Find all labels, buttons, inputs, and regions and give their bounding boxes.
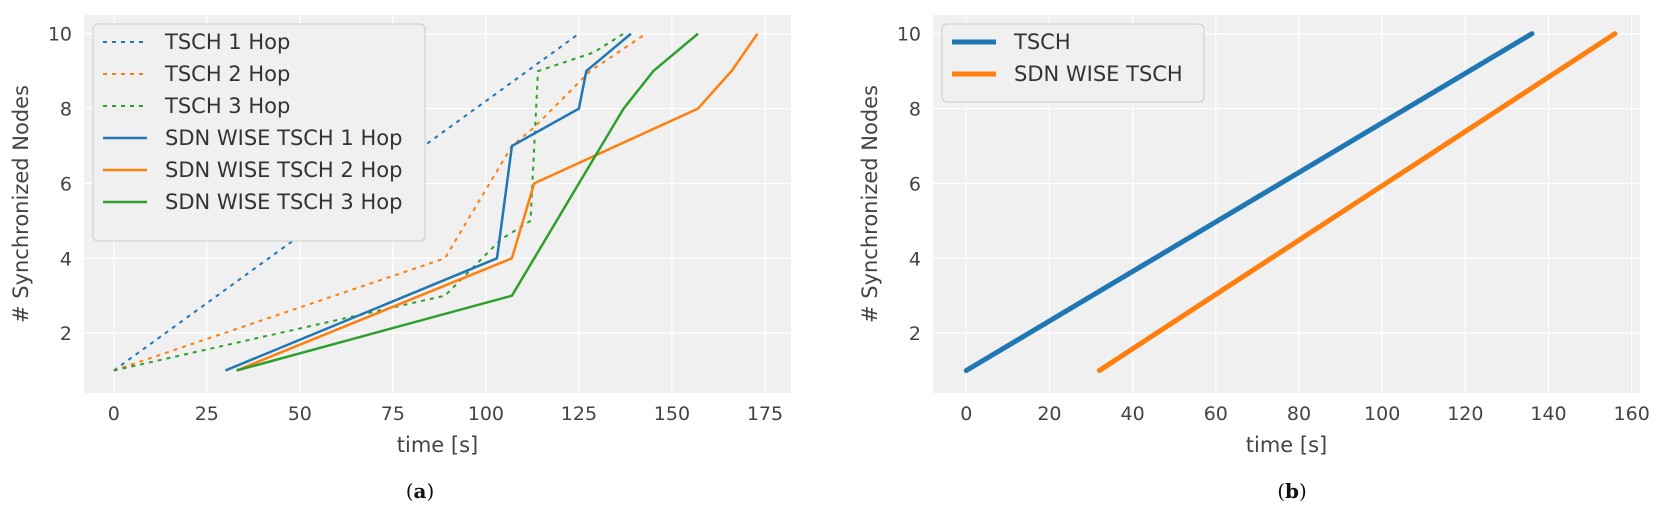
series-line-6 bbox=[236, 32, 699, 372]
legend-label: TSCH 1 Hop bbox=[164, 30, 290, 54]
x-tick-label: 0 bbox=[960, 403, 972, 425]
x-axis-label-b: time [s] bbox=[1246, 433, 1327, 457]
legend-label: SDN WISE TSCH 2 Hop bbox=[165, 158, 402, 182]
x-tick-label: 80 bbox=[1287, 403, 1311, 425]
legend-box-b bbox=[941, 23, 1205, 103]
caption-b-open: ( bbox=[1277, 479, 1285, 503]
legend-label: TSCH 3 Hop bbox=[164, 94, 290, 118]
y-tick-label: 2 bbox=[909, 323, 921, 345]
y-tick-label: 2 bbox=[60, 323, 72, 345]
series-line-5 bbox=[236, 32, 759, 372]
x-tick-label: 100 bbox=[468, 403, 504, 425]
legend-label: TSCH 2 Hop bbox=[164, 62, 290, 86]
series-line-4 bbox=[224, 32, 632, 372]
caption-b-letter: b bbox=[1285, 479, 1299, 503]
legend-b: TSCH SDN WISE TSCH bbox=[941, 23, 1205, 103]
ticks-b: 0 20 40 60 80 100 120 140 160 2 4 6 8 10 bbox=[897, 24, 1650, 425]
x-tick-label: 100 bbox=[1364, 403, 1400, 425]
caption-a-open: ( bbox=[406, 479, 414, 503]
x-tick-label: 50 bbox=[288, 403, 312, 425]
x-tick-label: 75 bbox=[381, 403, 405, 425]
ticks-a: 0 25 50 75 100 125 150 175 2 4 6 8 10 bbox=[48, 24, 783, 425]
caption-a: (a) bbox=[406, 479, 435, 503]
y-tick-label: 8 bbox=[60, 99, 72, 121]
x-tick-label: 150 bbox=[654, 403, 690, 425]
y-axis-label-b: # Synchronized Nodes bbox=[858, 85, 882, 323]
y-tick-label: 6 bbox=[60, 173, 72, 195]
x-tick-label: 120 bbox=[1447, 403, 1483, 425]
y-tick-label: 10 bbox=[48, 24, 72, 46]
x-tick-label: 60 bbox=[1204, 403, 1228, 425]
chart-panel-b: 0 20 40 60 80 100 120 140 160 2 4 6 8 10 time [s] # S… bbox=[858, 15, 1650, 503]
y-tick-label: 8 bbox=[909, 99, 921, 121]
x-tick-label: 40 bbox=[1121, 403, 1145, 425]
legend-box-a bbox=[92, 23, 426, 242]
caption-b: (b) bbox=[1277, 479, 1307, 503]
x-axis-label-a: time [s] bbox=[397, 433, 478, 457]
legend-label: SDN WISE TSCH bbox=[1014, 62, 1183, 86]
x-tick-label: 125 bbox=[561, 403, 597, 425]
x-tick-label: 0 bbox=[108, 403, 120, 425]
x-tick-label: 175 bbox=[747, 403, 783, 425]
y-tick-label: 4 bbox=[909, 248, 921, 270]
x-tick-label: 25 bbox=[195, 403, 219, 425]
y-axis-label-a: # Synchronized Nodes bbox=[9, 85, 33, 323]
y-tick-label: 4 bbox=[60, 248, 72, 270]
caption-a-close: ) bbox=[426, 479, 434, 503]
chart-panel-a: 0 25 50 75 100 125 150 175 2 4 6 8 10 time [s] # Syn… bbox=[9, 15, 791, 503]
y-tick-label: 6 bbox=[909, 173, 921, 195]
series-line-2 bbox=[1096, 31, 1618, 373]
series-group-a bbox=[113, 32, 759, 372]
caption-a-letter: a bbox=[414, 479, 427, 503]
legend-a: TSCH 1 Hop TSCH 2 Hop TSCH 3 Hop SDN WISE T… bbox=[92, 23, 426, 242]
series-group-b bbox=[963, 31, 1618, 373]
x-tick-label: 20 bbox=[1037, 403, 1061, 425]
legend-label: SDN WISE TSCH 3 Hop bbox=[165, 190, 402, 214]
series-line-3 bbox=[113, 32, 625, 372]
series-line-1 bbox=[113, 32, 580, 372]
x-tick-label: 160 bbox=[1614, 403, 1650, 425]
legend-label: SDN WISE TSCH 1 Hop bbox=[165, 126, 402, 150]
legend-label: TSCH bbox=[1013, 30, 1071, 54]
x-tick-label: 140 bbox=[1530, 403, 1566, 425]
y-tick-label: 10 bbox=[897, 24, 921, 46]
series-line-1 bbox=[963, 31, 1535, 373]
caption-b-close: ) bbox=[1299, 479, 1307, 503]
